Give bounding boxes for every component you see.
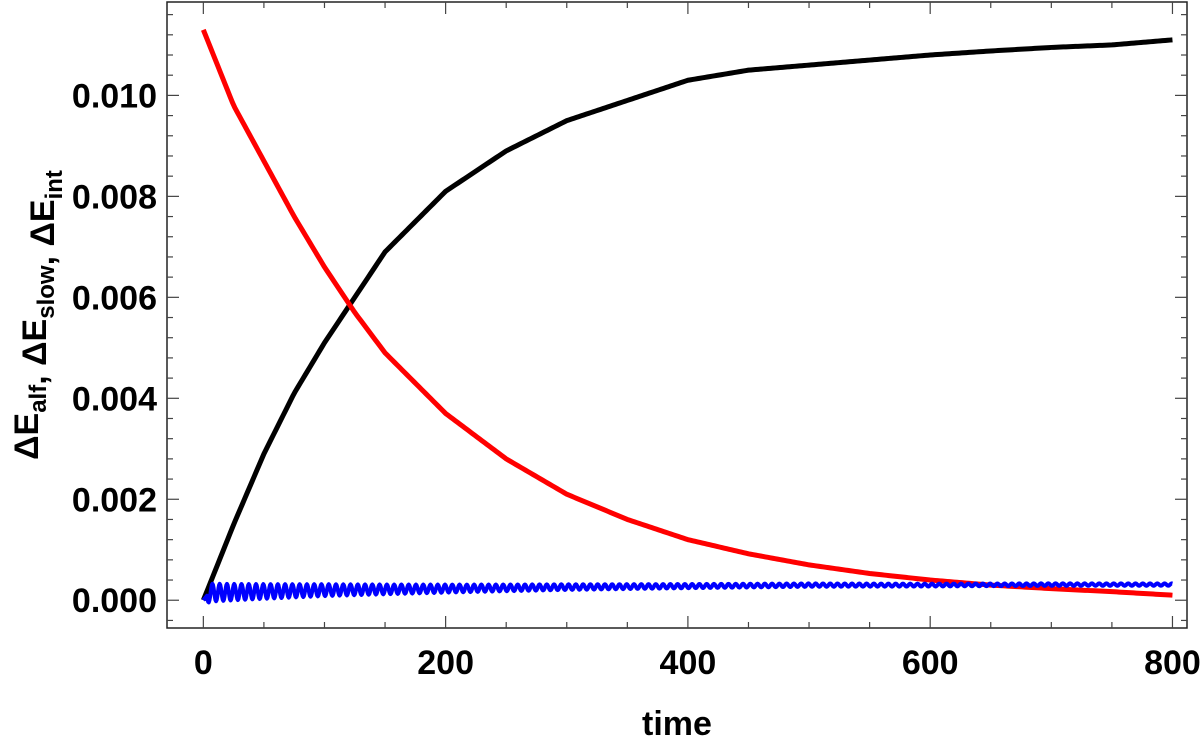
series-line-2 [201, 28, 1173, 598]
y-tick-labels: 0.000 0.002 0.004 0.006 0.008 0.010 [72, 77, 157, 620]
tick-marks [167, 2, 1187, 628]
series-line-1 [201, 37, 1173, 602]
x-tick-label: 200 [417, 644, 474, 682]
y-tick-label: 0.008 [72, 178, 157, 216]
x-tick-label: 800 [1144, 644, 1200, 682]
x-tick-labels: 0 200 400 600 800 [194, 644, 1200, 682]
series-line-3 [201, 581, 1174, 605]
y-tick-label: 0.006 [72, 279, 157, 317]
x-tick-label: 600 [902, 644, 959, 682]
plot-frame [166, 1, 1188, 629]
series-layer [201, 28, 1174, 605]
y-tick-label: 0.000 [72, 582, 157, 620]
x-tick-label: 400 [660, 644, 717, 682]
y-tick-label: 0.010 [72, 77, 157, 115]
x-tick-label: 0 [194, 644, 213, 682]
y-tick-label: 0.004 [72, 380, 157, 418]
y-tick-label: 0.002 [72, 481, 157, 519]
x-axis-title: time [642, 705, 712, 743]
y-axis-title: ΔEalf, ΔEslow, ΔEint [8, 170, 68, 460]
